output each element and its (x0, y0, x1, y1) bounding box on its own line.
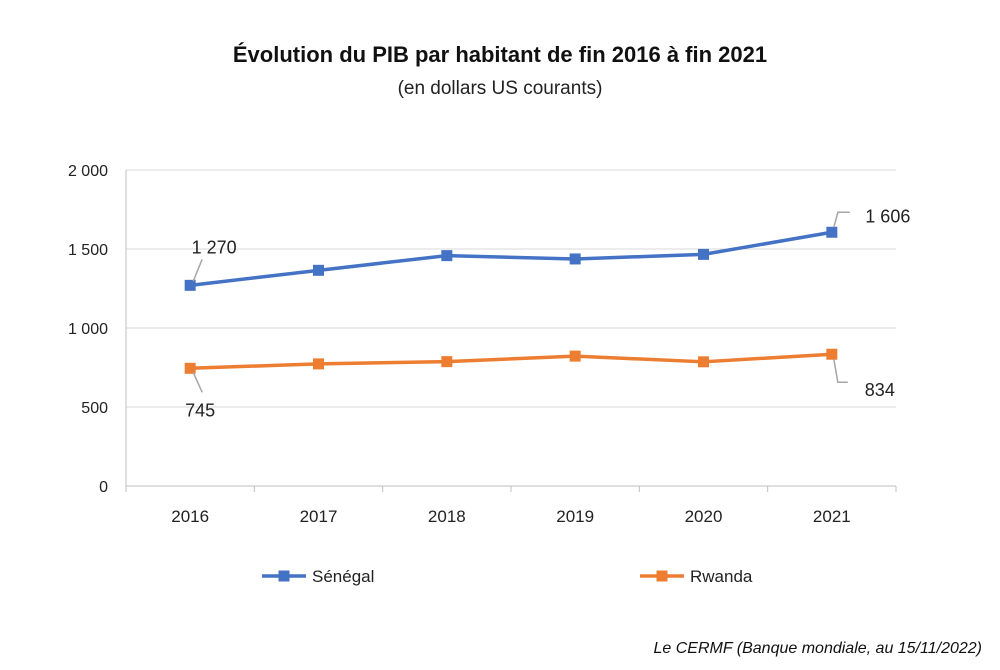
y-tick-label: 0 (99, 479, 108, 496)
data-point (184, 362, 196, 374)
data-point (826, 348, 838, 360)
data-point (569, 253, 581, 265)
data-point (441, 356, 453, 368)
data-label: 1 606 (865, 206, 910, 226)
x-tick-label: 2017 (300, 507, 338, 526)
data-point (698, 248, 709, 260)
series-line (189, 230, 833, 288)
y-tick-label: 500 (81, 400, 108, 417)
data-point (184, 279, 196, 291)
data-label: 834 (865, 380, 895, 400)
x-tick-label: 2021 (813, 507, 851, 526)
data-label: 1 270 (192, 237, 237, 257)
data-point (569, 350, 581, 362)
y-tick-label: 2 000 (68, 163, 108, 180)
series-line (190, 352, 832, 371)
data-point (441, 250, 453, 262)
legend-swatch-marker (656, 570, 668, 582)
legend-label: Rwanda (690, 567, 753, 586)
x-tick-label: 2018 (428, 507, 466, 526)
legend-label: Sénégal (312, 567, 374, 586)
source-note: Le CERMF (Banque mondiale, au 15/11/2022… (653, 640, 983, 657)
leader-line (192, 371, 203, 393)
data-point (313, 358, 324, 370)
data-label: 745 (185, 400, 215, 420)
data-point (826, 226, 838, 238)
x-tick-label: 2019 (556, 507, 594, 526)
chart-subtitle: (en dollars US courants) (397, 78, 603, 99)
data-point (313, 264, 324, 276)
chart-title: Évolution du PIB par habitant de fin 201… (232, 42, 768, 67)
x-tick-label: 2020 (685, 507, 723, 526)
leader-line (833, 359, 848, 383)
leader-line (833, 211, 850, 228)
legend-swatch-marker (278, 570, 290, 582)
y-tick-label: 1 500 (68, 242, 108, 259)
data-point (698, 356, 709, 368)
y-tick-label: 1 000 (68, 321, 108, 338)
x-tick-label: 2016 (171, 507, 209, 526)
leader-line (192, 259, 203, 282)
